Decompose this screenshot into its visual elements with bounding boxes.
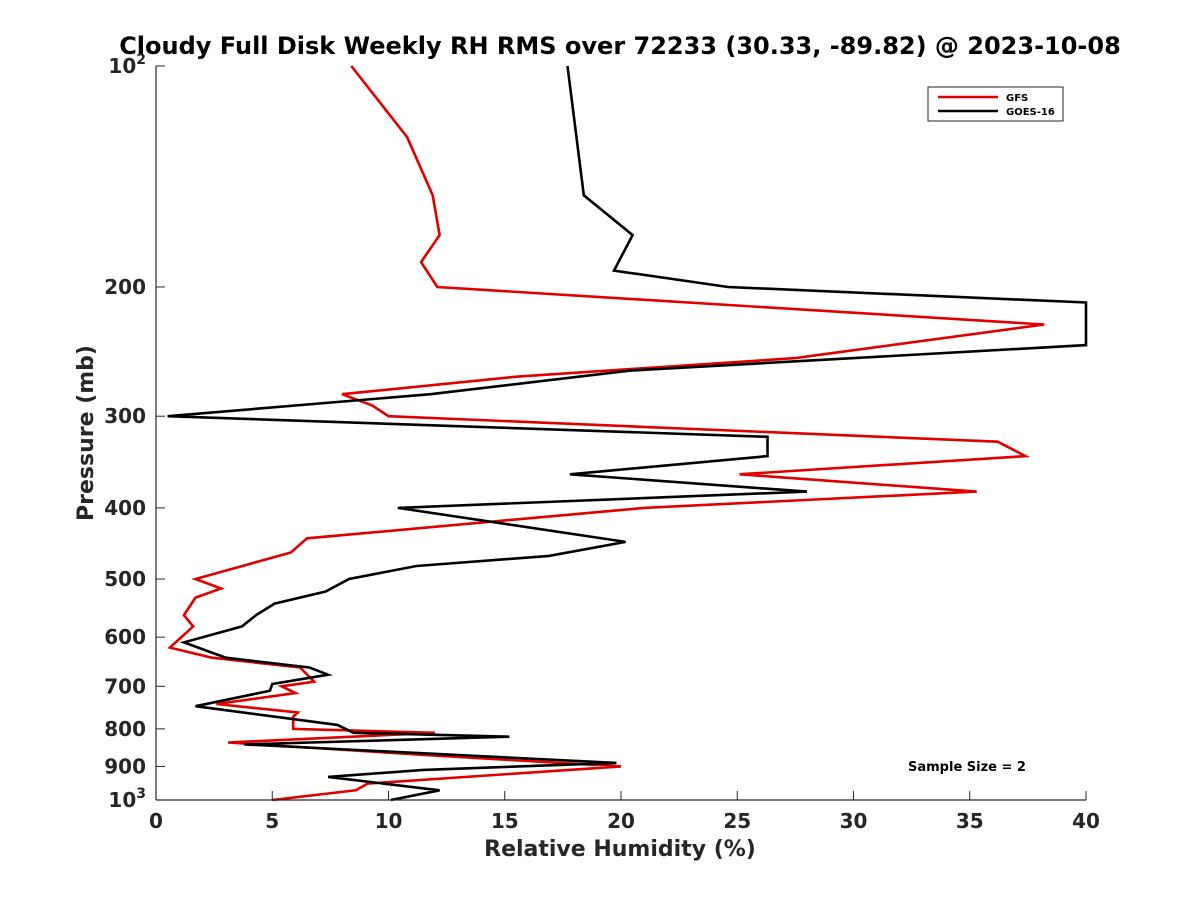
y-tick-label: 200 [104, 275, 146, 299]
legend-label-goes-16: GOES-16 [1006, 107, 1055, 118]
legend-label-gfs: GFS [1006, 93, 1028, 104]
x-tick-label: 0 [149, 809, 163, 833]
legend: GFS GOES-16 [927, 86, 1064, 122]
x-tick-label: 30 [840, 809, 868, 833]
x-tick-label: 5 [265, 809, 279, 833]
x-tick-label: 40 [1072, 809, 1100, 833]
y-tick-label: 900 [104, 754, 146, 778]
x-tick-label: 15 [491, 809, 519, 833]
x-axis-label: Relative Humidity (%) [484, 837, 756, 862]
y-tick-base: 10 [108, 54, 136, 78]
y-tick-label: 700 [104, 674, 146, 698]
series-line-gfs [167, 65, 1045, 802]
x-tick-label: 25 [723, 809, 751, 833]
chart-title: Cloudy Full Disk Weekly RH RMS over 7223… [119, 32, 1121, 60]
y-tick-exponent: 3 [136, 786, 146, 802]
y-axis-label: Pressure (mb) [74, 345, 99, 521]
y-tick-label: 800 [104, 717, 146, 741]
legend-box [927, 86, 1064, 122]
y-tick-label: 300 [104, 404, 146, 428]
sample-size-annotation: Sample Size = 2 [908, 760, 1026, 775]
x-tick-label: 10 [375, 809, 403, 833]
y-tick-label: 102 [108, 52, 146, 78]
y-tick-exponent: 2 [136, 52, 146, 68]
y-tick-base: 10 [108, 788, 136, 812]
plot-area: 0 5 10 15 20 25 30 35 40102200300400500600700800… [104, 52, 1100, 833]
y-tick-label: 500 [104, 567, 146, 591]
y-tick-label: 103 [108, 786, 146, 812]
series-line-goes-16 [167, 65, 1088, 802]
y-tick-label: 600 [104, 625, 146, 649]
x-tick-label: 35 [956, 809, 984, 833]
x-tick-label: 20 [607, 809, 635, 833]
y-tick-label: 400 [104, 496, 146, 520]
